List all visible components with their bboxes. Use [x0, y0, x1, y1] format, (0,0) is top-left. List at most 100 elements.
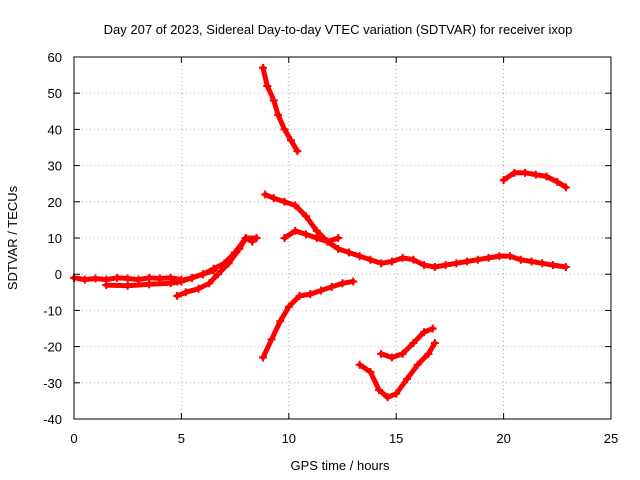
axis-ticks: 0 5 10 15 20 25 -40 -30 -20 -10 0 10 20 30 40 50 60: [43, 50, 618, 446]
data-point: [323, 237, 332, 246]
data-point: [145, 280, 154, 289]
data-point: [301, 212, 310, 221]
grid: [74, 57, 611, 419]
data-point: [263, 81, 272, 90]
y-axis-label: SDTVAR / TECUs: [5, 185, 20, 290]
data-point: [409, 255, 418, 264]
data-point: [269, 194, 278, 203]
data-point: [291, 201, 300, 210]
data-point: [173, 291, 182, 300]
data-point: [327, 282, 336, 291]
data-point: [430, 338, 439, 347]
data-point: [420, 328, 429, 337]
data-point: [402, 375, 411, 384]
data-point: [317, 286, 326, 295]
data-point: [338, 279, 347, 288]
data-point: [398, 253, 407, 262]
data-point: [286, 136, 295, 145]
data-point: [267, 335, 276, 344]
data-point: [194, 284, 203, 293]
data-point: [366, 367, 375, 376]
data-point: [301, 230, 310, 239]
data-point: [413, 360, 422, 369]
data-point: [123, 274, 132, 283]
data-point: [349, 277, 358, 286]
data-point: [409, 338, 418, 347]
data-point: [521, 168, 530, 177]
data-point: [209, 266, 218, 275]
data-point: [377, 349, 386, 358]
data-point: [510, 168, 519, 177]
data-point: [334, 234, 343, 242]
data-point: [484, 253, 493, 262]
data-point: [495, 252, 504, 261]
data-point: [280, 125, 289, 134]
x-tick-label: 0: [70, 431, 77, 446]
data-point: [383, 393, 392, 402]
data-point: [276, 317, 285, 326]
series-arc-8: [260, 278, 356, 360]
data-point: [366, 255, 375, 264]
data-point: [312, 226, 321, 235]
data-point: [284, 302, 293, 311]
x-axis-label: GPS time / hours: [291, 458, 390, 473]
data-point: [274, 110, 283, 119]
data-point: [259, 353, 268, 362]
data-point: [235, 244, 244, 253]
y-tick-label: 10: [48, 231, 62, 246]
data-point: [295, 291, 304, 300]
data-point: [91, 274, 100, 283]
data-point: [392, 389, 401, 398]
chart-title: Day 207 of 2023, Sidereal Day-to-day VTE…: [104, 22, 573, 37]
y-tick-label: -30: [43, 376, 62, 391]
y-tick-label: -20: [43, 340, 62, 355]
x-tick-label: 10: [282, 431, 296, 446]
data-point: [213, 270, 222, 279]
data-point: [355, 252, 364, 261]
x-tick-label: 5: [178, 431, 185, 446]
data-point: [224, 259, 233, 268]
data-point: [428, 324, 437, 333]
data-point: [259, 63, 268, 72]
data-point: [205, 279, 214, 288]
data-point: [377, 259, 386, 268]
data-point: [542, 172, 551, 181]
data-point: [181, 288, 190, 297]
data-point: [188, 273, 197, 282]
data-point: [166, 279, 175, 288]
data-point: [198, 270, 207, 279]
data-point: [280, 197, 289, 206]
data-point: [173, 277, 182, 286]
data-point: [269, 96, 278, 105]
y-tick-label: 50: [48, 86, 62, 101]
data-point: [134, 275, 143, 284]
x-tick-label: 25: [604, 431, 618, 446]
series-arc-7: [282, 228, 341, 245]
data-point: [261, 190, 270, 199]
data-point: [452, 259, 461, 268]
data-point: [80, 275, 89, 284]
data-point: [387, 257, 396, 266]
data-point: [506, 252, 515, 261]
y-tick-label: 20: [48, 195, 62, 210]
y-tick-label: 0: [55, 267, 62, 282]
data-point: [344, 248, 353, 257]
data-point: [531, 170, 540, 179]
data-point: [538, 259, 547, 268]
data-point: [527, 257, 536, 266]
y-tick-label: 60: [48, 50, 62, 65]
data-point: [248, 237, 257, 246]
y-tick-label: -40: [43, 412, 62, 427]
data-point: [241, 234, 250, 242]
y-tick-label: 40: [48, 122, 62, 137]
y-tick-label: 30: [48, 159, 62, 174]
data-point: [387, 353, 396, 362]
data-point: [252, 234, 261, 242]
data-point: [291, 226, 300, 235]
data-point: [516, 255, 525, 264]
data-point: [155, 274, 164, 283]
data-point: [424, 349, 433, 358]
data-point: [420, 261, 429, 270]
data-series-group: [70, 63, 570, 402]
